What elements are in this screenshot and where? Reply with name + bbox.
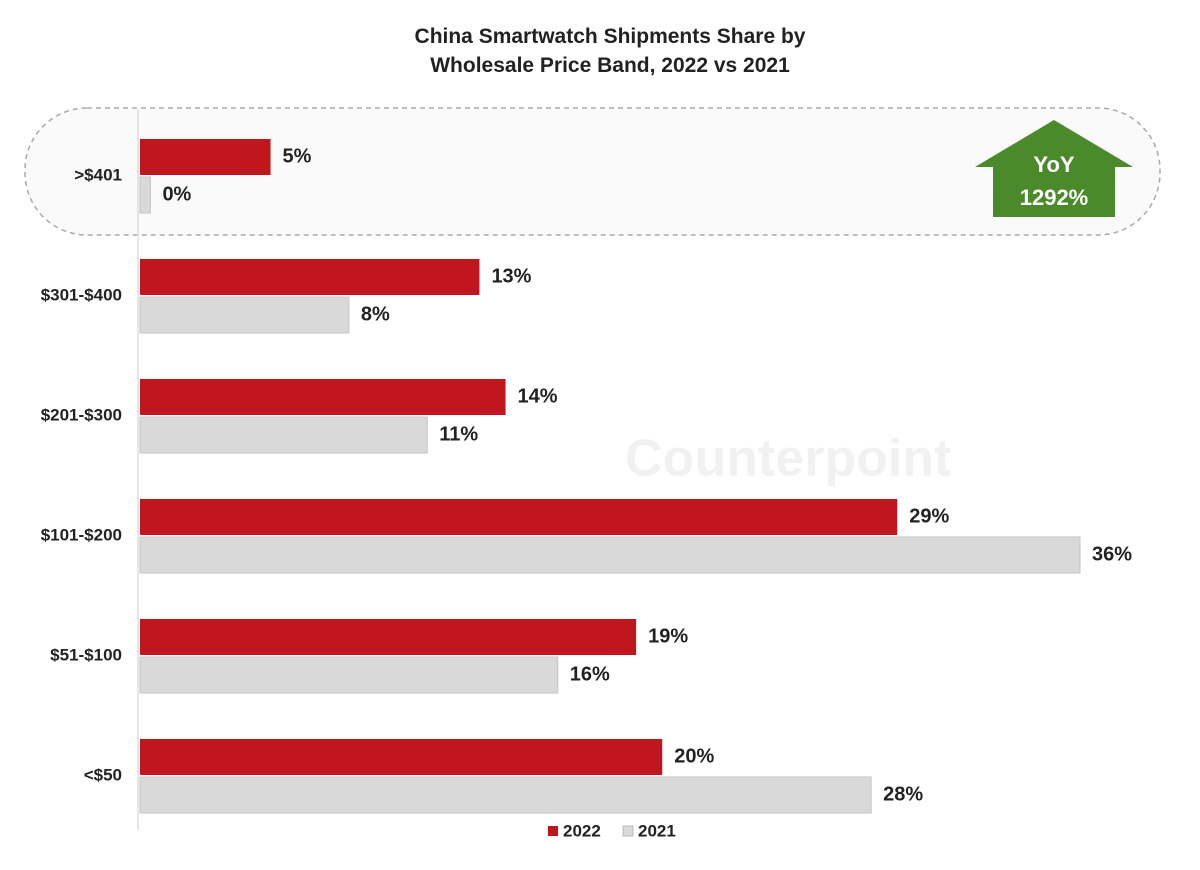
y-tick-label: <$50 xyxy=(84,765,122,784)
bar xyxy=(139,176,151,214)
legend-label: 2021 xyxy=(638,821,676,840)
bar xyxy=(140,139,271,175)
bar xyxy=(139,296,350,334)
bar xyxy=(140,739,663,775)
data-label: 28% xyxy=(883,783,923,805)
data-label: 29% xyxy=(909,505,949,527)
bar xyxy=(139,536,1081,574)
bar xyxy=(139,776,872,814)
highlight-box xyxy=(24,107,1161,236)
y-tick-label: >$401 xyxy=(74,165,122,184)
data-label: 16% xyxy=(570,663,610,685)
watermark: Counterpoint xyxy=(625,430,951,488)
data-label: 13% xyxy=(491,265,531,287)
bar xyxy=(140,619,637,655)
data-label: 36% xyxy=(1092,543,1132,565)
y-tick-label: $101-$200 xyxy=(41,525,122,544)
data-label: 0% xyxy=(162,183,191,205)
yoy-label: YoY xyxy=(1033,152,1074,177)
yoy-label: 1292% xyxy=(1020,185,1089,210)
yoy-arrow xyxy=(975,120,1133,217)
y-tick-label: $51-$100 xyxy=(50,645,122,664)
data-label: 5% xyxy=(283,145,312,167)
legend-swatch xyxy=(548,826,558,836)
data-label: 20% xyxy=(674,745,714,767)
chart-title: China Smartwatch Shipments Share by Whol… xyxy=(414,25,806,77)
bar xyxy=(139,416,428,454)
data-label: 8% xyxy=(361,303,390,325)
data-label: 11% xyxy=(439,423,478,445)
y-tick-label: $301-$400 xyxy=(41,285,122,304)
legend-swatch xyxy=(622,825,634,837)
data-label: 19% xyxy=(648,625,688,647)
bar xyxy=(140,499,898,535)
legend-label: 2022 xyxy=(563,821,601,840)
y-tick-label: $201-$300 xyxy=(41,405,122,424)
bar xyxy=(140,379,506,415)
bar xyxy=(140,259,480,295)
data-label: 14% xyxy=(518,385,558,407)
bar xyxy=(139,656,559,694)
